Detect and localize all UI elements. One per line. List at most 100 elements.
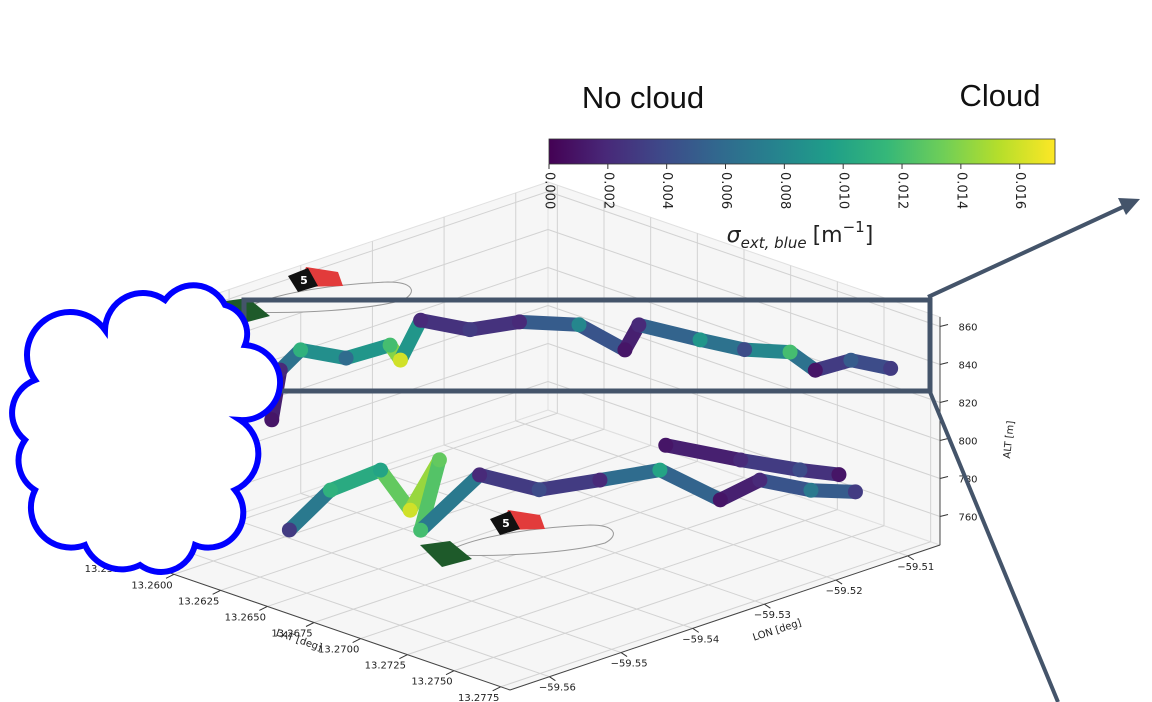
track-point <box>733 452 749 468</box>
grid-line <box>547 381 941 517</box>
tick-mark <box>939 476 949 479</box>
track-segment <box>572 317 632 357</box>
colorbar-high-label: Cloud <box>960 78 1041 113</box>
track-point <box>511 314 527 330</box>
wing <box>420 541 472 567</box>
track-point <box>322 482 338 498</box>
track-point <box>472 467 488 483</box>
z-tick-label: 760 <box>958 513 977 524</box>
track-point <box>831 467 847 483</box>
track-point <box>392 352 408 368</box>
track-point <box>413 312 429 328</box>
colorbar-tick-label: 0.002 <box>600 172 615 209</box>
track-segment <box>658 438 748 468</box>
track-point <box>883 360 899 376</box>
colorbar-tick-label: 0.000 <box>542 172 557 209</box>
z-tick-label: 800 <box>958 437 977 448</box>
tick-mark <box>907 555 915 561</box>
tick-mark <box>692 627 700 633</box>
track-segment <box>631 317 708 347</box>
track-segment <box>752 473 818 498</box>
colorbar-label: σext, blue [m−1] <box>727 218 874 252</box>
track-point <box>338 350 354 366</box>
track-segment <box>293 342 354 366</box>
y-tick-label: −59.53 <box>754 610 791 621</box>
label-close: ] <box>865 223 874 248</box>
colorbar-tick-label: 0.008 <box>777 172 792 209</box>
axis-line <box>509 544 941 691</box>
tail-tag <box>288 268 318 292</box>
track-point <box>264 412 280 428</box>
x-tick-label: 13.2625 <box>178 596 219 607</box>
track-segment <box>462 314 527 337</box>
grid-line <box>157 541 550 678</box>
track-point <box>803 482 819 498</box>
tick-mark <box>305 622 315 627</box>
y-tick-label: −59.56 <box>539 683 576 694</box>
track-point <box>373 462 389 478</box>
aircraft-icon: 5 <box>420 510 614 567</box>
tick-mark <box>352 638 361 644</box>
track-point <box>782 344 798 360</box>
tick-mark <box>549 676 556 682</box>
z-tick-label: 820 <box>958 399 977 410</box>
grid-line <box>547 229 941 365</box>
z-axis-label: ALT [m] <box>1002 420 1017 459</box>
cloud-icon <box>9 282 284 575</box>
grid-line <box>547 343 941 479</box>
track-point <box>413 522 429 538</box>
x-tick-label: 13.2575 <box>85 564 126 575</box>
tick-mark <box>764 603 771 609</box>
track-point <box>712 492 728 508</box>
grid-line <box>300 492 693 629</box>
colorbar-tick-label: 0.016 <box>1012 172 1027 209</box>
colorbar-tick-label: 0.012 <box>895 172 910 209</box>
label-exponent: −1 <box>843 218 865 236</box>
track-segment <box>652 463 728 507</box>
track-point <box>531 482 547 498</box>
track-segment <box>532 473 607 497</box>
colorbar <box>548 138 1056 165</box>
aircraft-number: 5 <box>502 517 510 530</box>
y-tick-label: −59.51 <box>897 562 934 573</box>
track-point <box>382 337 398 353</box>
track-segment <box>339 338 398 366</box>
z-tick-label: 840 <box>958 361 977 372</box>
colorbar-ticks: 0.000 0.002 0.004 0.006 0.008 0.010 0.012 0.014… <box>542 164 1027 209</box>
grid-line <box>267 460 698 607</box>
grid-line <box>547 191 941 327</box>
colorbar-tick-label: 0.014 <box>953 172 968 209</box>
track-segment <box>733 453 807 477</box>
track-point <box>807 362 823 378</box>
x-tick-label: 13.2775 <box>458 693 499 702</box>
grid-line <box>547 267 941 403</box>
aircraft-number: 5 <box>300 274 308 287</box>
arrow-head <box>1118 198 1140 215</box>
grid-line <box>228 517 622 654</box>
arrow <box>927 204 1126 299</box>
fuselage <box>247 281 412 313</box>
grid-line <box>453 525 885 672</box>
tick-mark <box>259 605 268 611</box>
colorbar-tick-label: 0.004 <box>659 172 674 209</box>
track-segment <box>413 467 487 538</box>
track-point <box>847 484 863 500</box>
arrow <box>928 391 1060 702</box>
label-unit: [m <box>813 223 843 248</box>
colorbar-tick-label: 0.010 <box>836 172 851 209</box>
flight-tracks <box>264 312 899 538</box>
track-point <box>658 437 674 453</box>
tail-tag <box>490 511 520 535</box>
y-tick-label: −59.54 <box>682 634 719 645</box>
x-tick-label: 13.2675 <box>271 629 312 640</box>
track-point <box>281 522 297 538</box>
grid-line <box>407 509 838 656</box>
track-point <box>737 342 753 358</box>
grid-line <box>360 493 791 640</box>
tick-mark <box>165 573 175 579</box>
colorbar-low-label: No cloud <box>582 80 704 115</box>
z-tick-label: 860 <box>958 323 977 334</box>
axis-line <box>117 554 511 691</box>
fuselage <box>449 524 614 556</box>
